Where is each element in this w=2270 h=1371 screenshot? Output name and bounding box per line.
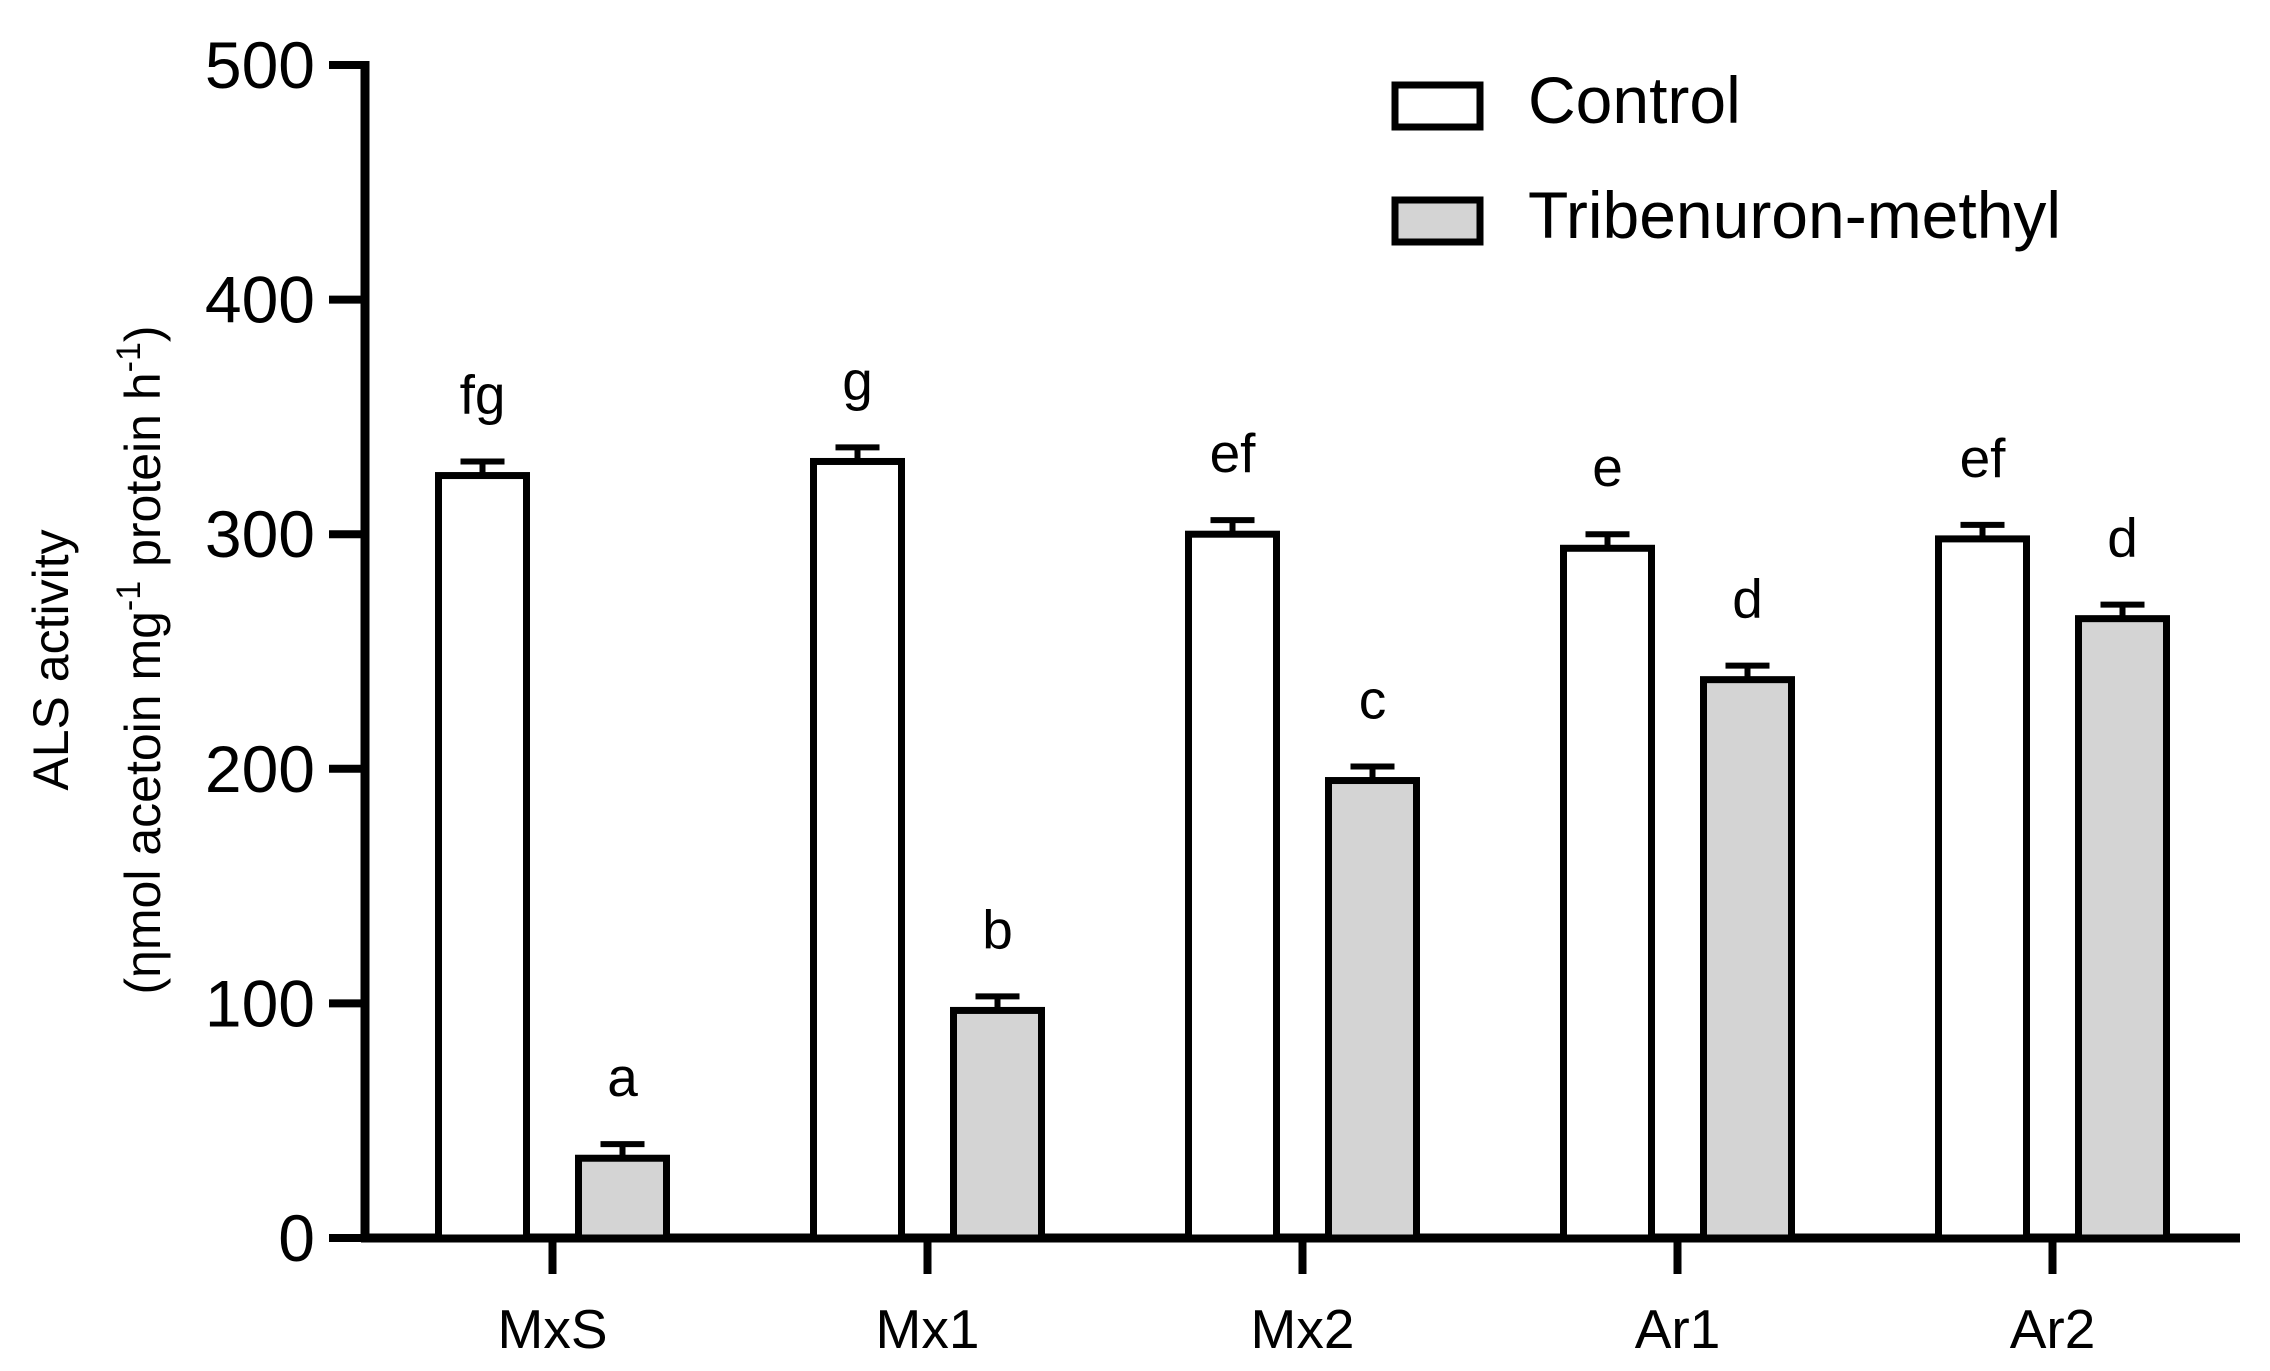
bar-tribenuron: [2075, 615, 2170, 1242]
significance-letter: fg: [460, 363, 506, 425]
bar-control: [1560, 544, 1655, 1242]
bar-tribenuron: [950, 1006, 1045, 1242]
significance-letter: d: [1732, 568, 1763, 630]
significance-letter: ef: [1960, 427, 2007, 489]
bar-control: [810, 457, 905, 1242]
legend-label: Control: [1528, 63, 1741, 137]
y-axis-title: ALS activity (ηmol acetoin mg-1 protein …: [23, 325, 171, 994]
y-tick-label: 300: [205, 497, 315, 571]
x-tick-label: Mx1: [876, 1298, 980, 1360]
axes: 0 100 200 300 400 500 MxS Mx1 Mx2 Ar1 Ar2: [205, 28, 2240, 1360]
y-tick-label: 100: [205, 966, 315, 1040]
bar-tribenuron: [575, 1154, 670, 1242]
y-tick-label: 200: [205, 732, 315, 806]
y-axis-title-line2: (ηmol acetoin mg-1 protein h-1): [110, 325, 171, 994]
x-tick-label: Ar1: [1635, 1298, 1721, 1360]
significance-letter: e: [1592, 436, 1623, 498]
y-axis-title-line1: ALS activity: [23, 529, 79, 790]
significance-letter: g: [842, 349, 873, 411]
significance-letter: d: [2107, 507, 2138, 569]
x-tick-label: MxS: [498, 1298, 608, 1360]
bar-control: [435, 472, 530, 1242]
y-tick-label: 500: [205, 28, 315, 102]
significance-letter: b: [982, 898, 1013, 960]
legend: Control Tribenuron-methyl: [1391, 63, 2061, 252]
legend-swatch: [1391, 196, 1484, 246]
bar-tribenuron: [1325, 777, 1420, 1242]
x-tick-label: Mx2: [1251, 1298, 1355, 1360]
bar-control: [1935, 535, 2030, 1242]
y-tick-label: 0: [278, 1201, 315, 1275]
y-tick-label: 400: [205, 263, 315, 337]
bars: fg a g b ef c e d ef d: [435, 349, 2170, 1242]
significance-letter: c: [1359, 668, 1387, 730]
significance-letter: ef: [1210, 422, 1257, 484]
significance-letter: a: [607, 1046, 638, 1108]
bar-control: [1185, 530, 1280, 1242]
legend-swatch: [1391, 81, 1484, 131]
bar-tribenuron: [1700, 676, 1795, 1242]
x-tick-label: Ar2: [2010, 1298, 2096, 1360]
legend-label: Tribenuron-methyl: [1528, 178, 2061, 252]
